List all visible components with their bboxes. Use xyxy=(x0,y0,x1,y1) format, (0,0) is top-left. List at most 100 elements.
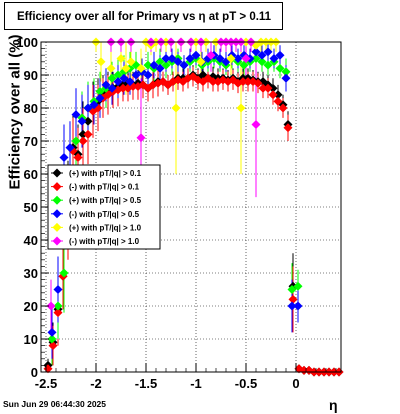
data-point xyxy=(287,285,297,294)
data-point xyxy=(288,294,298,304)
data-point xyxy=(171,103,181,113)
data-point xyxy=(268,90,278,100)
data-point xyxy=(71,136,81,146)
data-point xyxy=(53,308,63,318)
data-point xyxy=(78,136,88,146)
data-point xyxy=(161,54,171,63)
data-point xyxy=(119,73,129,83)
legend-marker xyxy=(52,222,62,232)
data-point xyxy=(155,63,165,73)
data-point xyxy=(161,60,171,70)
data-point xyxy=(206,50,216,60)
data-point xyxy=(65,143,75,153)
data-point xyxy=(53,301,63,311)
data-point xyxy=(278,103,288,113)
data-point xyxy=(149,60,159,70)
data-point xyxy=(83,129,93,139)
data-point xyxy=(281,67,291,77)
data-point xyxy=(125,77,135,87)
data-point xyxy=(257,50,267,60)
data-point xyxy=(275,50,285,60)
data-point xyxy=(47,334,57,344)
timestamp: Sun Jun 29 06:44:30 2025 xyxy=(3,399,107,409)
data-point xyxy=(173,57,183,67)
data-point xyxy=(185,54,195,63)
y-tick-label: 90 xyxy=(24,68,38,83)
data-point xyxy=(215,54,225,63)
data-point xyxy=(59,268,69,278)
data-point xyxy=(191,50,201,60)
data-point xyxy=(73,153,83,162)
data-point xyxy=(251,54,261,63)
data-point xyxy=(263,60,273,70)
legend-label: (+) with pT/|q| > 1.0 xyxy=(69,223,142,232)
y-tick-label: 10 xyxy=(24,332,38,347)
data-point xyxy=(251,120,261,129)
data-point xyxy=(107,83,117,93)
data-point xyxy=(113,70,123,80)
data-point xyxy=(258,83,268,93)
legend-marker xyxy=(52,209,62,219)
data-point xyxy=(241,54,251,63)
data-point xyxy=(89,100,99,110)
y-tick-label: 40 xyxy=(24,233,38,248)
data-point xyxy=(226,54,236,63)
data-point xyxy=(107,73,117,83)
data-point xyxy=(283,123,293,133)
y-tick-label: 60 xyxy=(24,167,38,182)
data-point xyxy=(131,70,141,80)
data-point xyxy=(96,57,106,67)
data-point xyxy=(78,129,88,139)
data-point xyxy=(243,77,253,87)
data-point xyxy=(143,70,153,80)
y-tick-label: 0 xyxy=(31,365,38,380)
legend-marker xyxy=(52,195,62,205)
y-tick-label: 30 xyxy=(24,266,38,281)
data-point xyxy=(196,57,206,67)
data-point xyxy=(101,80,111,90)
axis-ticks: 0 10 20 30 40 50 60 70 80 90 100 -2.5 -2 -1.5 -1 -0.5 0 xyxy=(16,35,337,391)
legend-marker xyxy=(52,168,62,178)
legend-box xyxy=(47,164,161,250)
x-tick-label: -2 xyxy=(90,376,102,391)
y-tick-label: 80 xyxy=(24,101,38,116)
data-point xyxy=(275,63,285,73)
data-point xyxy=(253,78,263,88)
data-point xyxy=(238,77,248,87)
data-point xyxy=(126,57,136,67)
data-point xyxy=(113,77,123,87)
legend-label: (-) with pT/|q| > 0.5 xyxy=(69,210,140,219)
data-point xyxy=(251,47,261,57)
legend-marker xyxy=(52,236,62,246)
data-point xyxy=(95,87,105,96)
data-point xyxy=(47,327,57,337)
data-point xyxy=(236,103,246,113)
data-point xyxy=(263,83,273,93)
data-point xyxy=(293,301,303,311)
x-tick-label: 0 xyxy=(292,376,299,391)
data-point xyxy=(273,90,283,100)
data-point xyxy=(257,57,267,67)
data-point xyxy=(143,60,153,70)
x-tick-label: -0.5 xyxy=(235,376,257,391)
data-point xyxy=(59,153,69,162)
data-point xyxy=(287,301,297,311)
data-point xyxy=(281,73,291,83)
x-tick-label: -1 xyxy=(190,376,202,391)
legend: (+) with pT/|q| > 0.1 (-) with pT/|q| > 0… xyxy=(47,164,161,250)
data-point xyxy=(239,60,249,70)
data-point xyxy=(268,83,278,93)
data-point xyxy=(273,96,283,106)
legend-label: (-) with pT/|q| > 1.0 xyxy=(69,237,140,246)
data-point xyxy=(48,341,58,351)
y-axis-label: Efficiency over all (%) xyxy=(6,34,24,190)
data-point xyxy=(53,285,63,294)
data-point xyxy=(263,47,273,57)
data-point xyxy=(179,60,189,70)
legend-marker xyxy=(52,182,62,192)
legend-label: (-) with pT/|q| > 0.1 xyxy=(69,183,140,192)
data-point xyxy=(155,57,165,67)
chart-title: Efficiency over all for Primary vs η at … xyxy=(4,2,283,30)
data-point xyxy=(208,77,218,87)
data-point xyxy=(46,301,56,311)
